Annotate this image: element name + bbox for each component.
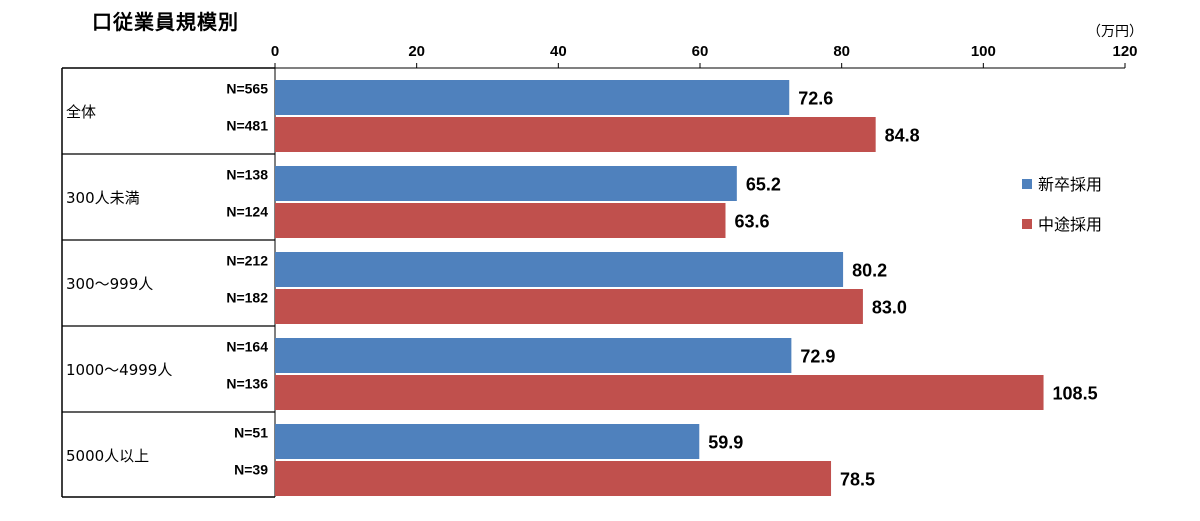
legend-label: 新卒採用 xyxy=(1038,175,1102,194)
sample-size-label: N=182 xyxy=(226,290,268,306)
chart-title: 口従業員規模別 xyxy=(92,10,239,34)
sample-size-label: N=164 xyxy=(226,339,268,355)
sample-size-label: N=51 xyxy=(234,425,268,441)
x-tick-label: 40 xyxy=(550,43,567,60)
bar-mid-career xyxy=(275,203,726,238)
category-label: 全体 xyxy=(66,103,96,121)
sample-size-label: N=565 xyxy=(226,81,268,97)
bar-value-label: 63.6 xyxy=(735,212,770,232)
bar-mid-career xyxy=(275,117,876,152)
sample-size-label: N=212 xyxy=(226,253,268,269)
category-label: 1000～4999人 xyxy=(66,361,172,379)
category-label: 5000人以上 xyxy=(66,447,149,465)
bar-value-label: 59.9 xyxy=(708,433,743,453)
bar-value-label: 108.5 xyxy=(1053,384,1098,404)
x-tick-label: 100 xyxy=(971,43,996,60)
x-tick-label: 0 xyxy=(271,43,279,60)
category-label: 300人未満 xyxy=(66,189,140,207)
axis-unit-label: （万円） xyxy=(1087,24,1143,40)
bar-new-grad xyxy=(275,80,790,115)
bar-mid-career xyxy=(275,461,832,496)
sample-size-label: N=138 xyxy=(226,167,268,183)
bar-value-label: 65.2 xyxy=(746,175,781,195)
bar-new-grad xyxy=(275,252,844,287)
bar-value-label: 83.0 xyxy=(872,298,907,318)
bar-value-label: 84.8 xyxy=(885,126,920,146)
category-label: 300～999人 xyxy=(66,275,153,293)
bar-new-grad xyxy=(275,424,700,459)
bar-value-label: 80.2 xyxy=(852,261,887,281)
bar-value-label: 78.5 xyxy=(840,470,875,490)
x-tick-label: 80 xyxy=(833,43,850,60)
legend-swatch xyxy=(1022,219,1032,229)
legend-label: 中途採用 xyxy=(1038,215,1102,234)
sample-size-label: N=39 xyxy=(234,462,268,478)
sample-size-label: N=481 xyxy=(226,118,268,134)
bar-new-grad xyxy=(275,166,737,201)
sample-size-label: N=124 xyxy=(226,204,268,220)
x-tick-label: 120 xyxy=(1112,43,1137,60)
x-tick-label: 60 xyxy=(692,43,709,60)
sample-size-label: N=136 xyxy=(226,376,268,392)
legend-swatch xyxy=(1022,179,1032,189)
x-tick-label: 20 xyxy=(408,43,425,60)
bar-mid-career xyxy=(275,375,1044,410)
bar-value-label: 72.9 xyxy=(800,347,835,367)
bar-new-grad xyxy=(275,338,792,373)
bar-value-label: 72.6 xyxy=(798,89,833,109)
bar-mid-career xyxy=(275,289,863,324)
